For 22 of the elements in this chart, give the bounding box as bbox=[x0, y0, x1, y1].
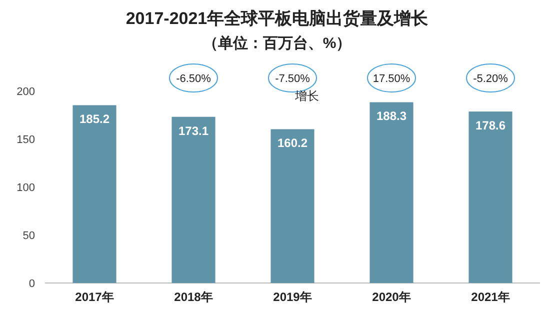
chart-title: 2017-2021年全球平板电脑出货量及增长 bbox=[126, 9, 430, 28]
x-tick-label: 2018年 bbox=[174, 290, 213, 304]
y-tick-label: 0 bbox=[28, 278, 35, 290]
text: -7.50% bbox=[275, 73, 310, 85]
y-tick-label: 100 bbox=[16, 182, 35, 194]
x-tick-label: 2019年 bbox=[273, 290, 312, 304]
y-tick-label: 50 bbox=[22, 230, 35, 242]
y-tick-label: 150 bbox=[16, 134, 35, 146]
data-label: 188.3 bbox=[376, 109, 407, 124]
x-tick-label: 2020年 bbox=[372, 290, 411, 304]
text: -5.20% bbox=[473, 73, 508, 85]
data-label: 173.1 bbox=[178, 124, 209, 138]
x-tick-label: 2017年 bbox=[75, 290, 114, 304]
data-label: 178.6 bbox=[475, 118, 506, 133]
text: 17.50% bbox=[372, 73, 410, 85]
text: -6.50% bbox=[176, 73, 212, 85]
chart-subtitle: （单位：百万台、%） bbox=[202, 35, 352, 52]
data-label: 185.2 bbox=[79, 112, 110, 126]
x-tick-label: 2021年 bbox=[471, 290, 510, 304]
annotation: 增长 bbox=[294, 89, 319, 103]
data-label: 160.2 bbox=[277, 136, 308, 150]
y-tick-label: 200 bbox=[16, 86, 35, 98]
